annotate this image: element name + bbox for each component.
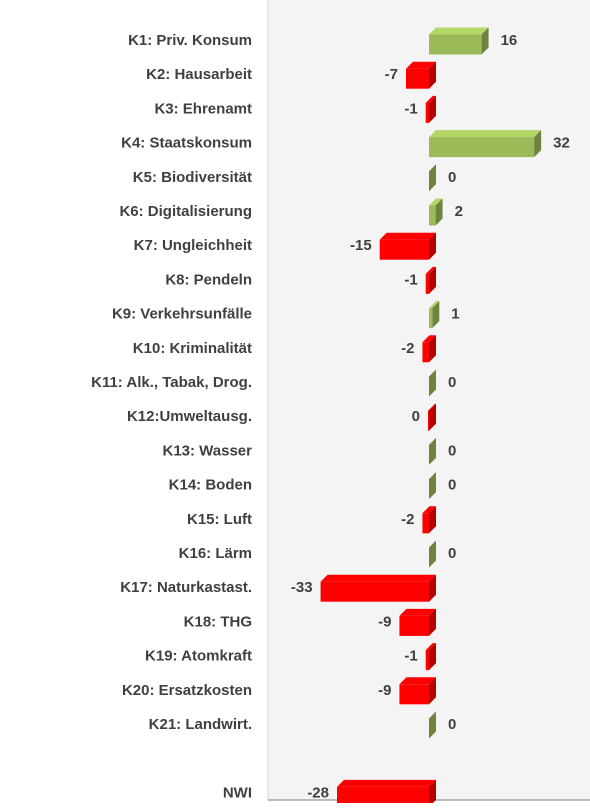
bar xyxy=(429,205,436,226)
bar-top xyxy=(399,677,436,685)
bar-top xyxy=(425,266,436,274)
value-label: -2 xyxy=(401,340,414,357)
bar-side xyxy=(429,506,436,534)
category-label: K10: Kriminalität xyxy=(133,340,252,357)
bar xyxy=(425,650,429,671)
category-label: K5: Biodiversität xyxy=(133,169,252,186)
bar-top xyxy=(337,779,436,787)
bar-side xyxy=(429,164,436,192)
category-label: K1: Priv. Konsum xyxy=(128,32,252,49)
bar xyxy=(422,513,429,534)
value-label: -28 xyxy=(307,784,329,801)
value-label: -9 xyxy=(378,613,391,630)
category-label: K18: THG xyxy=(184,613,252,630)
category-label: K9: Verkehrsunfälle xyxy=(112,306,252,323)
bar xyxy=(379,239,429,260)
bar-side xyxy=(429,677,436,705)
bar-top xyxy=(422,506,436,514)
value-label: 0 xyxy=(448,169,456,186)
bar xyxy=(429,308,433,329)
value-label: 32 xyxy=(553,135,570,152)
bar-side xyxy=(429,779,436,807)
bar xyxy=(429,34,482,55)
category-label: NWI xyxy=(223,784,252,801)
bar xyxy=(406,68,429,89)
category-label: K8: Pendeln xyxy=(165,271,252,288)
bar-side xyxy=(429,335,436,363)
bar-side xyxy=(429,643,436,671)
bar-side xyxy=(429,61,436,89)
value-label: -1 xyxy=(404,271,417,288)
value-label: 2 xyxy=(455,203,463,220)
bar-top xyxy=(425,643,436,651)
bar-top xyxy=(429,198,443,206)
value-label: -7 xyxy=(385,66,398,83)
category-label: K11: Alk., Tabak, Drog. xyxy=(91,374,252,391)
category-label: K12:Umweltausg. xyxy=(127,408,252,425)
category-label: K19: Atomkraft xyxy=(145,648,252,665)
bar xyxy=(429,137,535,158)
bar xyxy=(399,684,429,705)
value-label: -9 xyxy=(378,682,391,699)
bar-side xyxy=(429,472,436,500)
bar-side xyxy=(429,540,436,568)
category-label: K3: Ehrenamt xyxy=(154,100,252,117)
bar xyxy=(428,410,429,431)
value-label: -2 xyxy=(401,511,414,528)
value-label: 16 xyxy=(501,32,518,49)
bar-side xyxy=(429,711,436,739)
bar-side xyxy=(432,301,440,329)
category-label: K7: Ungleichheit xyxy=(134,237,252,254)
bar-side xyxy=(435,198,443,226)
value-label: -15 xyxy=(350,237,372,254)
bar xyxy=(422,342,429,363)
bar-side xyxy=(534,130,542,158)
value-label: 0 xyxy=(448,374,456,391)
bar-top xyxy=(379,232,436,240)
bar-top xyxy=(429,301,440,309)
value-label: 1 xyxy=(451,306,459,323)
category-label: K2: Hausarbeit xyxy=(146,66,252,83)
bar xyxy=(425,102,429,123)
value-label: 0 xyxy=(448,442,456,459)
category-label: K4: Staatskonsum xyxy=(121,135,252,152)
bar xyxy=(399,615,429,636)
value-label: 0 xyxy=(448,545,456,562)
category-label: K14: Boden xyxy=(169,477,252,494)
bar-side xyxy=(481,27,489,55)
bar-top xyxy=(320,574,436,582)
bar-top xyxy=(399,608,436,616)
value-label: 0 xyxy=(412,408,420,425)
value-label: 0 xyxy=(448,716,456,733)
bar-side xyxy=(429,266,436,294)
category-label: K20: Ersatzkosten xyxy=(122,682,252,699)
bar-side xyxy=(429,232,436,260)
bar xyxy=(320,581,429,602)
bar-side xyxy=(429,437,436,465)
bar-top xyxy=(406,61,436,69)
bar xyxy=(425,273,429,294)
category-label: K17: Naturkastast. xyxy=(120,579,252,596)
value-label: -33 xyxy=(291,579,313,596)
category-label: K15: Luft xyxy=(187,511,252,528)
bar-side xyxy=(429,403,436,431)
category-label: K6: Digitalisierung xyxy=(119,203,252,220)
bar-top xyxy=(428,403,436,411)
bar-side xyxy=(429,608,436,636)
value-label: 0 xyxy=(448,477,456,494)
bar-side xyxy=(429,369,436,397)
value-label: -1 xyxy=(404,648,417,665)
value-label: -1 xyxy=(404,100,417,117)
bar-top xyxy=(422,335,436,343)
category-label: K21: Landwirt. xyxy=(149,716,252,733)
category-label: K16: Lärm xyxy=(179,545,252,562)
bar-side xyxy=(429,95,436,123)
bar-top xyxy=(429,27,489,35)
bar-top xyxy=(429,130,542,138)
category-label: K13: Wasser xyxy=(163,442,253,459)
bar-top xyxy=(425,95,436,103)
bar-side xyxy=(429,574,436,602)
bar xyxy=(337,786,429,807)
